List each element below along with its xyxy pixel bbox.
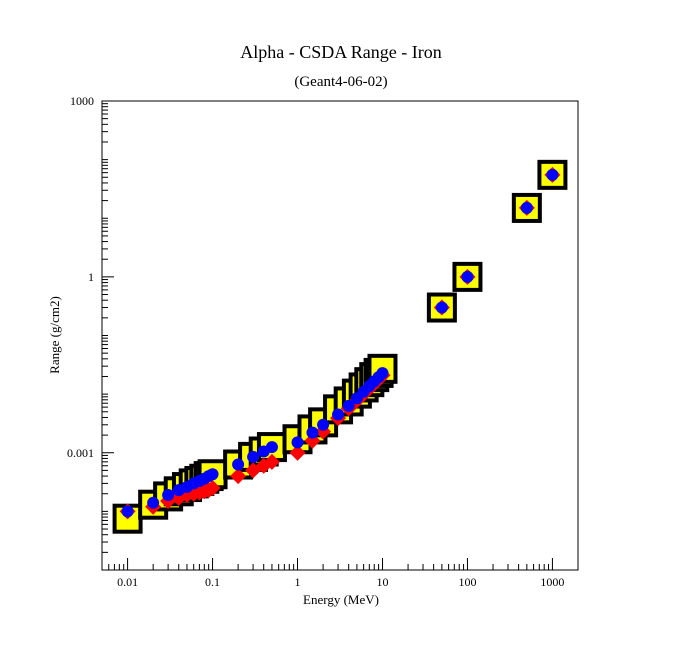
x-tick-label: 100 (458, 575, 476, 589)
y-tick-label: 0.001 (67, 446, 94, 460)
y-axis-label: Range (g/cm2) (47, 296, 62, 374)
x-tick-label: 1 (295, 575, 301, 589)
data-point-circle (265, 441, 278, 454)
data-point-circle (317, 418, 330, 431)
data-point-diamond (263, 453, 280, 470)
x-axis-label: Energy (MeV) (303, 592, 379, 607)
data-point-circle (162, 489, 175, 502)
data-point-diamond (230, 468, 247, 485)
x-tick-label: 1000 (540, 575, 564, 589)
data-point-circle (461, 270, 474, 283)
chart-subtitle: (Geant4-06-02) (294, 74, 387, 90)
data-point-circle (121, 505, 134, 518)
plot-area: 0.01 0.1 1 10 100 1000 0.001 1 1000 (67, 94, 579, 589)
y-tick-label: 1 (88, 270, 94, 284)
x-tick-label: 0.01 (117, 575, 138, 589)
data-point-circle (247, 450, 260, 463)
data-point-circle (435, 301, 448, 314)
data-point-circle (306, 426, 319, 439)
y-tick-label: 1000 (70, 94, 94, 108)
data-point-circle (376, 367, 389, 380)
x-tick-label: 10 (376, 575, 388, 589)
data-point-circle (206, 468, 219, 481)
data-point-circle (546, 168, 559, 181)
data-point-diamond (289, 444, 306, 461)
data-point-circle (520, 201, 533, 214)
data-point-circle (291, 436, 304, 449)
data-point-circle (342, 399, 355, 412)
data-point-circle (147, 496, 160, 509)
data-point-diamond (204, 480, 221, 497)
data-point-circle (332, 408, 345, 421)
chart-title: Alpha - CSDA Range - Iron (240, 42, 441, 62)
data-point-circle (232, 458, 245, 471)
x-tick-label: 0.1 (205, 575, 220, 589)
